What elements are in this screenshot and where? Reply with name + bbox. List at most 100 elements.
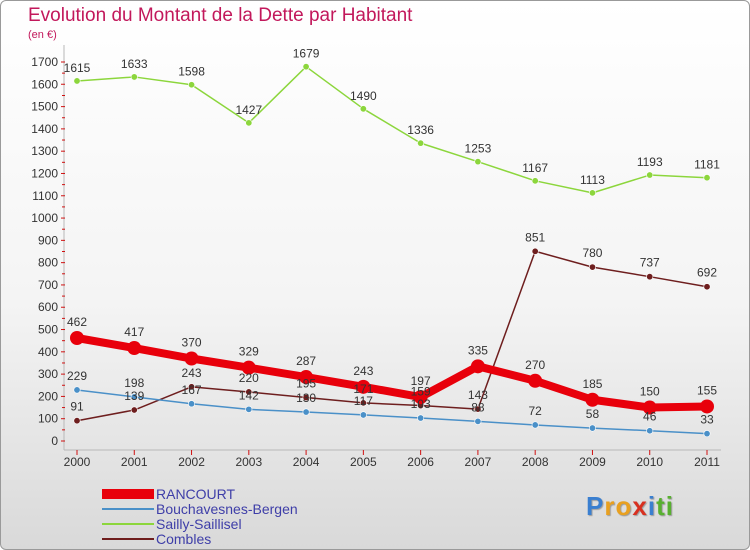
data-point-sailly-saillisel bbox=[188, 81, 196, 89]
legend-label-bouchavesnes: Bouchavesnes-Bergen bbox=[156, 501, 298, 517]
data-point-combles bbox=[474, 405, 482, 413]
data-point-bouchavesnes-bergen bbox=[188, 400, 196, 408]
y-tick-label: 500 bbox=[38, 323, 58, 337]
data-label-combles: 195 bbox=[296, 377, 316, 391]
data-label-combles: 143 bbox=[468, 388, 488, 402]
data-label-bouchavesnes-bergen: 167 bbox=[182, 383, 202, 397]
data-point-rancourt bbox=[642, 400, 657, 415]
y-tick-label: 800 bbox=[38, 256, 58, 270]
legend-item-rancourt: RANCOURT bbox=[102, 486, 235, 502]
data-point-bouchavesnes-bergen bbox=[302, 408, 310, 416]
x-tick-label: 2001 bbox=[121, 455, 148, 469]
data-label-combles: 159 bbox=[411, 385, 431, 399]
data-point-bouchavesnes-bergen bbox=[588, 424, 596, 432]
data-point-bouchavesnes-bergen bbox=[474, 417, 482, 425]
data-point-bouchavesnes-bergen bbox=[73, 386, 81, 394]
y-tick-label: 0 bbox=[51, 434, 58, 448]
data-label-bouchavesnes-bergen: 72 bbox=[529, 404, 543, 418]
data-label-sailly-saillisel: 1113 bbox=[580, 173, 605, 187]
y-tick-label: 400 bbox=[38, 345, 58, 359]
data-label-rancourt: 329 bbox=[239, 345, 259, 359]
data-label-bouchavesnes-bergen: 88 bbox=[471, 400, 485, 414]
data-label-sailly-saillisel: 1679 bbox=[293, 47, 320, 61]
legend-label-rancourt: RANCOURT bbox=[156, 486, 236, 502]
data-point-combles bbox=[73, 417, 81, 425]
data-label-bouchavesnes-bergen: 142 bbox=[239, 388, 259, 402]
data-point-sailly-saillisel bbox=[73, 77, 81, 85]
data-point-bouchavesnes-bergen bbox=[130, 393, 138, 401]
data-label-rancourt: 335 bbox=[468, 343, 488, 357]
data-label-rancourt: 243 bbox=[353, 364, 373, 378]
y-axis-unit: (en €) bbox=[28, 29, 57, 41]
data-label-rancourt: 370 bbox=[182, 336, 202, 350]
data-point-combles bbox=[646, 273, 654, 281]
y-tick-label: 1500 bbox=[31, 100, 58, 114]
data-point-combles bbox=[703, 283, 711, 291]
logo-letter: r bbox=[604, 491, 616, 521]
data-label-combles: 737 bbox=[640, 256, 660, 270]
logo-letter: o bbox=[615, 491, 633, 521]
data-label-sailly-saillisel: 1615 bbox=[64, 61, 91, 75]
data-point-rancourt bbox=[70, 331, 84, 346]
data-point-rancourt bbox=[528, 373, 543, 388]
data-point-sailly-saillisel bbox=[588, 189, 596, 197]
data-label-rancourt: 197 bbox=[411, 374, 431, 388]
data-point-sailly-saillisel bbox=[474, 158, 482, 166]
data-point-sailly-saillisel bbox=[359, 105, 367, 113]
data-label-sailly-saillisel: 1167 bbox=[522, 161, 548, 175]
data-point-combles bbox=[359, 399, 367, 407]
y-tick-label: 1200 bbox=[31, 166, 58, 180]
x-tick-label: 2002 bbox=[178, 455, 205, 469]
series-line-sailly-saillisel bbox=[76, 65, 708, 194]
data-point-combles bbox=[588, 263, 596, 271]
data-label-bouchavesnes-bergen: 58 bbox=[586, 407, 600, 421]
data-label-sailly-saillisel: 1181 bbox=[694, 158, 720, 172]
data-point-sailly-saillisel bbox=[703, 174, 711, 182]
data-point-sailly-saillisel bbox=[417, 139, 425, 147]
data-label-combles: 692 bbox=[697, 266, 717, 280]
data-label-combles: 91 bbox=[70, 400, 84, 414]
legend-label-combles: Combles bbox=[156, 531, 212, 547]
data-label-sailly-saillisel: 1598 bbox=[178, 65, 205, 79]
legend-item-bouchavesnes: Bouchavesnes-Bergen bbox=[102, 501, 298, 517]
legend-item-sailly: Sailly-Saillisel bbox=[102, 516, 242, 532]
data-point-rancourt bbox=[356, 379, 371, 394]
y-tick-label: 1100 bbox=[32, 189, 58, 203]
data-point-bouchavesnes-bergen bbox=[531, 421, 539, 429]
y-tick-label: 900 bbox=[38, 233, 58, 247]
data-label-sailly-saillisel: 1633 bbox=[121, 57, 148, 71]
x-tick-label: 2010 bbox=[636, 455, 663, 469]
legend-item-combles: Combles bbox=[102, 531, 211, 547]
data-label-sailly-saillisel: 1336 bbox=[407, 123, 434, 137]
data-point-sailly-saillisel bbox=[646, 171, 654, 179]
series-line-combles bbox=[76, 250, 708, 422]
data-label-rancourt: 287 bbox=[296, 354, 316, 368]
data-label-bouchavesnes-bergen: 229 bbox=[67, 369, 87, 383]
data-label-combles: 220 bbox=[239, 371, 259, 385]
data-label-sailly-saillisel: 1253 bbox=[465, 142, 492, 156]
data-label-sailly-saillisel: 1427 bbox=[235, 103, 262, 117]
y-tick-label: 700 bbox=[38, 278, 58, 292]
x-tick-label: 2000 bbox=[64, 455, 91, 469]
logo-letter: i bbox=[647, 491, 657, 521]
data-point-rancourt bbox=[700, 399, 714, 414]
series-line-bouchavesnes-bergen bbox=[76, 389, 708, 435]
data-label-sailly-saillisel: 1490 bbox=[350, 89, 377, 103]
data-point-rancourt bbox=[470, 359, 485, 374]
data-label-combles: 139 bbox=[124, 389, 144, 403]
data-point-sailly-saillisel bbox=[245, 119, 253, 127]
data-label-bouchavesnes-bergen: 117 bbox=[354, 394, 373, 408]
data-label-combles: 780 bbox=[582, 246, 602, 260]
y-tick-label: 300 bbox=[38, 367, 58, 381]
data-point-rancourt bbox=[241, 360, 256, 375]
data-point-combles bbox=[245, 388, 253, 396]
y-tick-label: 1300 bbox=[31, 144, 58, 158]
data-label-rancourt: 155 bbox=[697, 383, 717, 397]
legend-swatch-combles bbox=[102, 538, 154, 540]
logo-letter: P bbox=[586, 491, 605, 521]
data-label-rancourt: 270 bbox=[525, 358, 545, 372]
x-tick-label: 2008 bbox=[522, 455, 549, 469]
legend-swatch-rancourt bbox=[102, 489, 154, 499]
